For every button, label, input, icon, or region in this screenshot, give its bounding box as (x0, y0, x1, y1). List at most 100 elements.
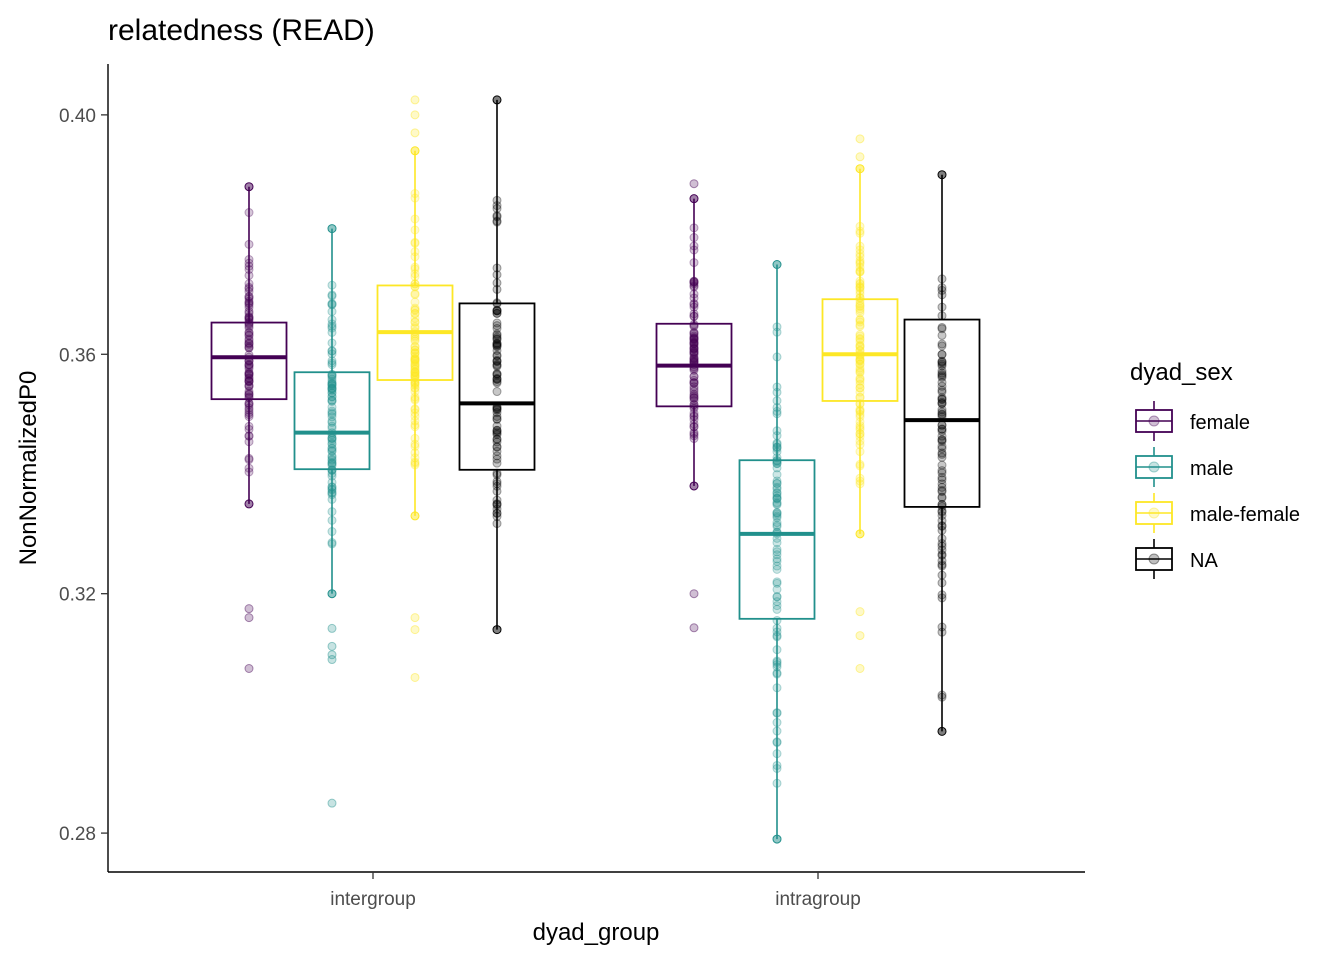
data-point (410, 345, 420, 355)
data-point (937, 424, 947, 434)
data-point (492, 340, 502, 350)
data-point (327, 412, 337, 422)
data-point (327, 384, 337, 394)
data-point (855, 330, 865, 340)
data-point (772, 493, 782, 503)
data-point (492, 341, 502, 351)
data-point (492, 458, 502, 468)
data-point (244, 360, 254, 370)
data-point (689, 384, 699, 394)
data-point (855, 333, 865, 343)
data-point (937, 424, 947, 434)
data-point (772, 564, 782, 574)
data-point (772, 604, 782, 614)
data-point (689, 386, 699, 396)
data-point (410, 357, 420, 367)
data-point (410, 317, 420, 327)
data-point (327, 379, 337, 389)
data-point (937, 349, 947, 359)
data-point (244, 370, 254, 380)
data-point (772, 520, 782, 530)
data-point (937, 479, 947, 489)
data-point (937, 356, 947, 366)
outlier-point (855, 631, 865, 641)
data-point (327, 452, 337, 462)
data-point (689, 339, 699, 349)
data-point (410, 367, 420, 377)
data-point (689, 393, 699, 403)
y-tick-label: 0.36 (59, 345, 96, 366)
data-point (855, 383, 865, 393)
box-iqr (293, 371, 371, 471)
data-point (492, 355, 502, 365)
data-point (492, 321, 502, 331)
data-point (244, 376, 254, 386)
data-point (937, 398, 947, 408)
data-point (244, 369, 254, 379)
data-point (937, 426, 947, 436)
data-point (937, 371, 947, 381)
legend-label: NA (1190, 550, 1218, 572)
data-point (855, 365, 865, 375)
data-point (689, 350, 699, 360)
data-point (937, 359, 947, 369)
data-point (492, 430, 502, 440)
data-point (492, 332, 502, 342)
data-point (689, 335, 699, 345)
data-point (855, 320, 865, 330)
data-point (492, 442, 502, 452)
data-point (410, 317, 420, 327)
data-point (855, 302, 865, 312)
data-point (492, 350, 502, 360)
data-point (937, 339, 947, 349)
box-male-intergroup (293, 224, 371, 808)
outlier-point (855, 134, 865, 144)
data-point (937, 475, 947, 485)
data-point (772, 500, 782, 510)
data-point (244, 364, 254, 374)
data-point (244, 362, 254, 372)
data-point (689, 338, 699, 348)
data-point (937, 385, 947, 395)
data-point (855, 331, 865, 341)
data-point (327, 433, 337, 443)
box-male-intragroup (738, 260, 816, 844)
data-point (492, 361, 502, 371)
data-point (689, 334, 699, 344)
data-point (327, 392, 337, 402)
data-point (855, 368, 865, 378)
data-point (772, 521, 782, 531)
data-point (492, 425, 502, 435)
whisker-cap (937, 726, 947, 736)
data-point (492, 359, 502, 369)
data-point (772, 511, 782, 521)
data-point (772, 509, 782, 519)
data-point (327, 379, 337, 389)
data-point (772, 470, 782, 480)
data-point (772, 482, 782, 492)
data-point (772, 498, 782, 508)
data-point (772, 508, 782, 518)
data-point (327, 383, 337, 393)
data-point (772, 493, 782, 503)
legend-key-male-female (1135, 493, 1173, 533)
data-point (855, 359, 865, 369)
data-point (492, 351, 502, 361)
x-tick-label: intragroup (775, 889, 861, 910)
data-point (937, 431, 947, 441)
data-point (855, 308, 865, 318)
data-point (492, 446, 502, 456)
data-point (327, 409, 337, 419)
box-iqr (821, 298, 899, 402)
data-point (855, 304, 865, 314)
data-point (855, 315, 865, 325)
data-point (855, 337, 865, 347)
data-point (492, 306, 502, 316)
data-point (772, 577, 782, 587)
data-point (492, 334, 502, 344)
whisker-cap (689, 194, 699, 204)
data-point (689, 337, 699, 347)
data-point (855, 374, 865, 384)
data-point (244, 388, 254, 398)
data-point (327, 443, 337, 453)
